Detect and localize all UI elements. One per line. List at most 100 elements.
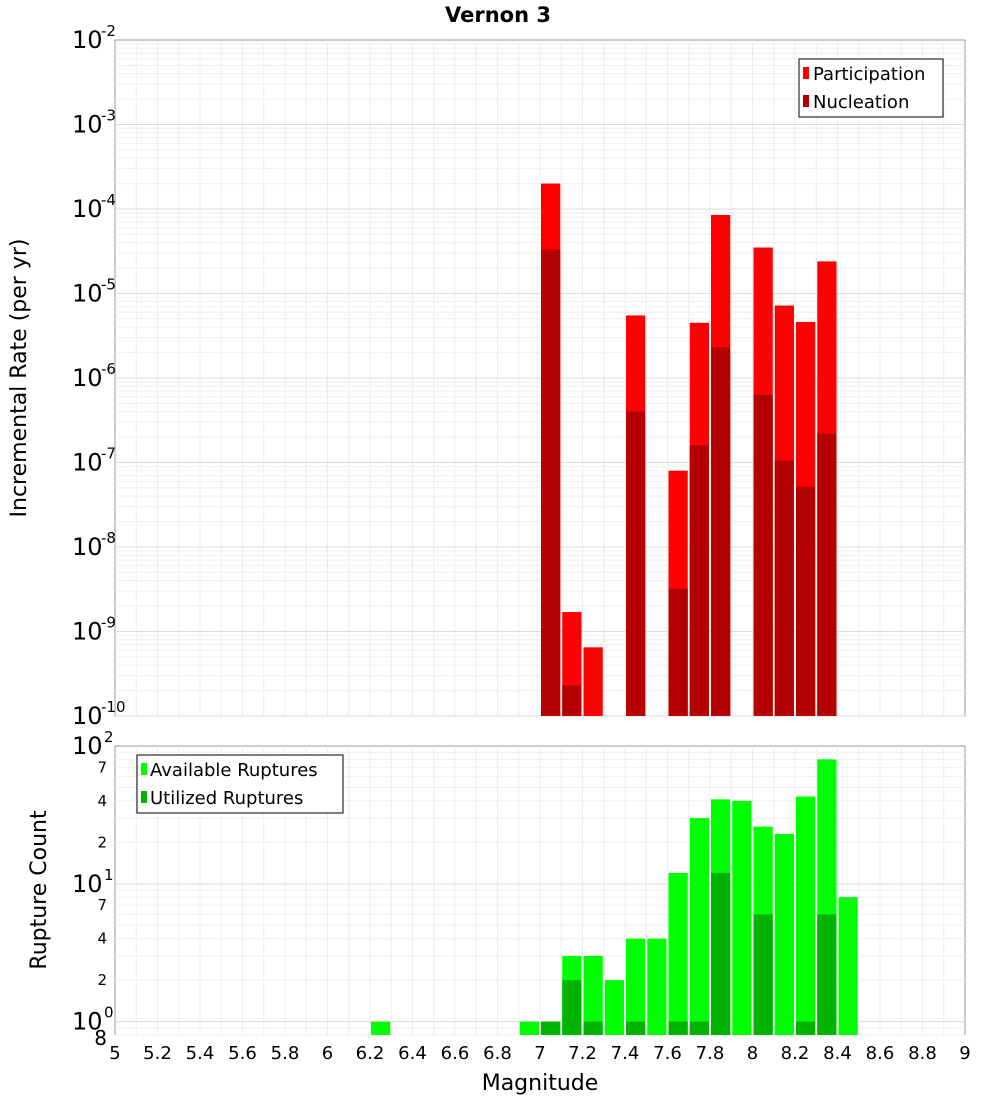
rate-legend-box: [798, 58, 944, 118]
magnitude-x-tick-label: 5.8: [271, 1043, 300, 1064]
rate-plot-gridlines: [115, 40, 965, 717]
available-ruptures-bar: [838, 897, 858, 1035]
nucleation-bar: [626, 411, 646, 716]
rate-y-tick-exponent: -6: [101, 360, 116, 378]
utilized-ruptures-bar: [562, 980, 582, 1035]
available-ruptures-bar: [668, 872, 688, 1035]
magnitude-x-tick-label: 6.4: [398, 1043, 427, 1064]
utilized-ruptures-bar: [817, 914, 837, 1035]
magnitude-x-tick-label: 6.6: [441, 1043, 470, 1064]
nucleation-legend-swatch: [803, 95, 809, 107]
utilized-ruptures-bar: [711, 872, 731, 1035]
available-ruptures-bar: [519, 1021, 539, 1035]
available-ruptures-bar: [626, 938, 646, 1035]
nucleation-bars: [541, 249, 837, 716]
magnitude-x-tick-label: 7.6: [653, 1043, 682, 1064]
rate-y-tick-label: 10: [72, 280, 103, 308]
magnitude-x-tick-label: 8.4: [823, 1043, 852, 1064]
available-legend-label: Available Ruptures: [150, 760, 318, 781]
utilized-ruptures-bar: [689, 1021, 709, 1035]
count-y-minor-tick-label: 4: [97, 792, 107, 810]
participation-bar: [583, 647, 603, 716]
magnitude-x-tick-label: 6.2: [356, 1043, 385, 1064]
available-ruptures-bar: [774, 833, 794, 1035]
utilized-ruptures-bar: [796, 1021, 816, 1035]
rate-y-tick-exponent: -9: [101, 614, 116, 632]
count-y-tick-label: 10: [72, 732, 103, 760]
available-ruptures-bar: [796, 796, 816, 1035]
nucleation-bar: [753, 394, 773, 716]
participation-legend-label: Participation: [813, 64, 925, 85]
rate-y-tick-label: 10: [72, 702, 103, 730]
count-y-minor-tick-label: 2: [97, 833, 107, 851]
count-y-tick-label: 10: [72, 870, 103, 898]
rate-legend: Participation Nucleation: [798, 58, 944, 118]
magnitude-x-tick-label: 7: [534, 1043, 545, 1064]
magnitude-x-tick-label: 5.2: [143, 1043, 172, 1064]
magnitude-x-tick-label: 9: [959, 1043, 970, 1064]
magnitude-x-tick-label: 7.8: [696, 1043, 725, 1064]
utilized-ruptures-bar: [583, 1021, 603, 1035]
utilized-ruptures-bars: [541, 872, 837, 1035]
count-y-minor-tick-label: 7: [97, 758, 107, 776]
count-y-tick-exponent: 0: [104, 1004, 114, 1022]
rate-y-tick-label: 10: [72, 449, 103, 477]
magnitude-x-tick-label: 5: [109, 1043, 120, 1064]
magnitude-x-tick-label: 7.4: [611, 1043, 640, 1064]
rate-y-tick-label: 10: [72, 195, 103, 223]
nucleation-bar: [796, 486, 816, 716]
magnitude-x-tick-labels: 5 5.2 5.4 5.6 5.8 6 6.2 6.4 6.6 6.8 7 7.2 7.4 7.6 7.8 8…: [109, 1043, 970, 1064]
rate-y-axis-label: Incremental Rate (per yr): [7, 239, 32, 518]
nucleation-bar: [817, 433, 837, 716]
count-y-tick-label: 10: [72, 1008, 103, 1036]
rate-y-tick-label: 10: [72, 111, 103, 139]
nucleation-bar: [668, 588, 688, 716]
rate-y-tick-exponent: -5: [101, 276, 116, 294]
magnitude-x-tick-label: 5.6: [228, 1043, 257, 1064]
utilized-ruptures-bar: [753, 914, 773, 1035]
nucleation-bar: [711, 347, 731, 716]
count-y-tick-exponent: 1: [104, 866, 114, 884]
rate-y-tick-exponent: -10: [101, 698, 126, 716]
count-y-minor-tick-label: 7: [97, 896, 107, 914]
magnitude-x-tick-label: 8.8: [908, 1043, 937, 1064]
count-y-minor-tick-label: 2: [97, 971, 107, 989]
rate-y-tick-exponent: -7: [101, 445, 116, 463]
chart-title: Vernon 3: [445, 3, 551, 27]
magnitude-x-tick-label: 7.2: [568, 1043, 597, 1064]
count-y-minor-tick-label: 4: [97, 930, 107, 948]
count-y-tick-exponent: 2: [104, 728, 114, 746]
available-ruptures-bar: [647, 938, 667, 1035]
utilized-ruptures-bar: [626, 1021, 646, 1035]
nucleation-bar: [562, 685, 582, 716]
rate-y-tick-label: 10: [72, 26, 103, 54]
participation-legend-swatch: [803, 67, 809, 79]
magnitude-x-tick-label: 6.8: [483, 1043, 512, 1064]
rate-y-tick-label: 10: [72, 364, 103, 392]
count-y-minor-tick-label: 8: [94, 1026, 107, 1050]
magnitude-x-axis-label: Magnitude: [482, 1071, 599, 1096]
rate-y-tick-exponent: -3: [101, 107, 116, 125]
utilized-ruptures-bar: [668, 1021, 688, 1035]
magnitude-x-tick-label: 5.4: [186, 1043, 215, 1064]
available-legend-swatch: [141, 763, 147, 775]
rate-y-tick-label: 10: [72, 533, 103, 561]
rate-y-tick-exponent: -8: [101, 529, 116, 547]
rate-y-tick-label: 10: [72, 618, 103, 646]
magnitude-x-tick-label: 8: [747, 1043, 758, 1064]
rate-y-tick-exponent: -2: [101, 22, 116, 40]
available-ruptures-bar: [583, 955, 603, 1035]
count-y-axis-label: Rupture Count: [27, 810, 52, 970]
available-ruptures-bar: [732, 800, 752, 1035]
count-legend-box: [136, 754, 344, 814]
magnitude-x-tick-label: 6: [322, 1043, 333, 1064]
magnitude-x-tick-label: 8.2: [781, 1043, 810, 1064]
nucleation-bar: [689, 445, 709, 716]
utilized-ruptures-bar: [541, 1021, 561, 1035]
nucleation-bar: [774, 460, 794, 716]
nucleation-bar: [541, 249, 561, 716]
available-ruptures-bar: [689, 818, 709, 1035]
